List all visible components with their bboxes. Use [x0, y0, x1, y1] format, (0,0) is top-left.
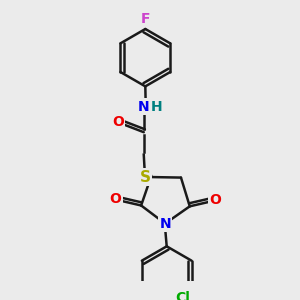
- Text: S: S: [140, 169, 151, 184]
- Text: O: O: [112, 115, 124, 129]
- Text: F: F: [141, 12, 150, 26]
- Text: N: N: [159, 217, 171, 231]
- Text: N: N: [138, 100, 150, 114]
- Text: Cl: Cl: [176, 291, 190, 300]
- Text: O: O: [210, 193, 222, 207]
- Text: O: O: [109, 192, 121, 206]
- Text: H: H: [151, 100, 163, 114]
